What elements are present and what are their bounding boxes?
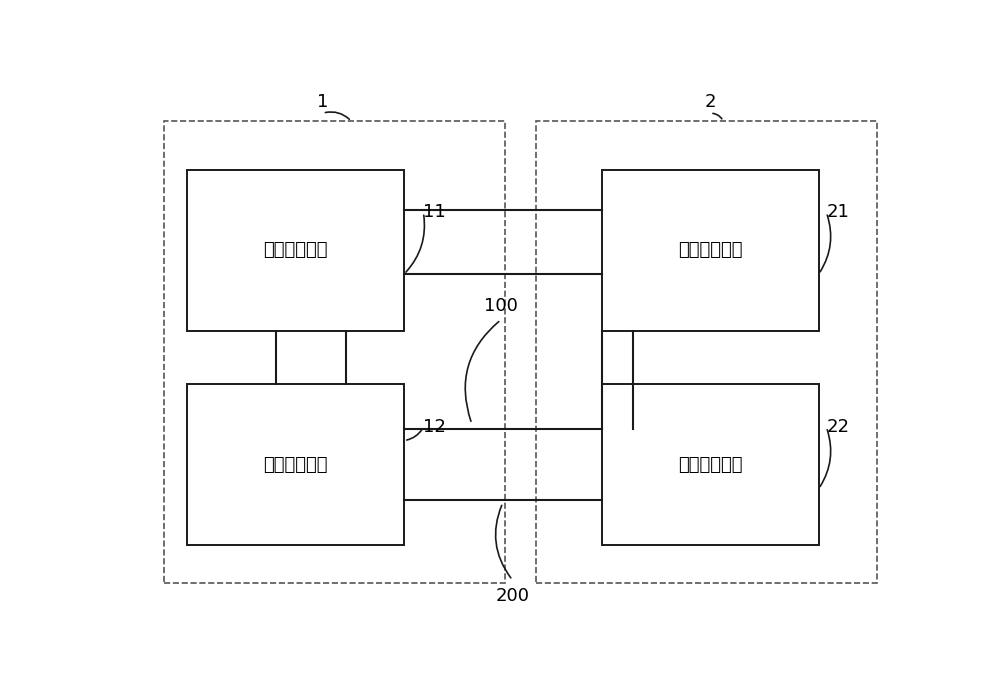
Text: 21: 21 bbox=[826, 204, 849, 222]
Text: 电源还原电路: 电源还原电路 bbox=[678, 241, 742, 259]
Text: 信号解调电路: 信号解调电路 bbox=[678, 456, 742, 474]
Text: 100: 100 bbox=[484, 298, 518, 315]
Text: 11: 11 bbox=[423, 204, 446, 222]
Text: 信号调制电路: 信号调制电路 bbox=[263, 456, 328, 474]
Text: 直流电源电路: 直流电源电路 bbox=[263, 241, 328, 259]
Text: 22: 22 bbox=[826, 418, 849, 436]
Bar bbox=[536, 121, 877, 583]
Bar bbox=[602, 169, 819, 330]
Bar bbox=[602, 384, 819, 545]
Bar bbox=[187, 169, 404, 330]
Text: 2: 2 bbox=[704, 93, 716, 112]
Text: 12: 12 bbox=[423, 418, 446, 436]
Bar bbox=[164, 121, 505, 583]
Text: 200: 200 bbox=[496, 587, 530, 605]
Text: 1: 1 bbox=[317, 93, 328, 112]
Bar bbox=[187, 384, 404, 545]
